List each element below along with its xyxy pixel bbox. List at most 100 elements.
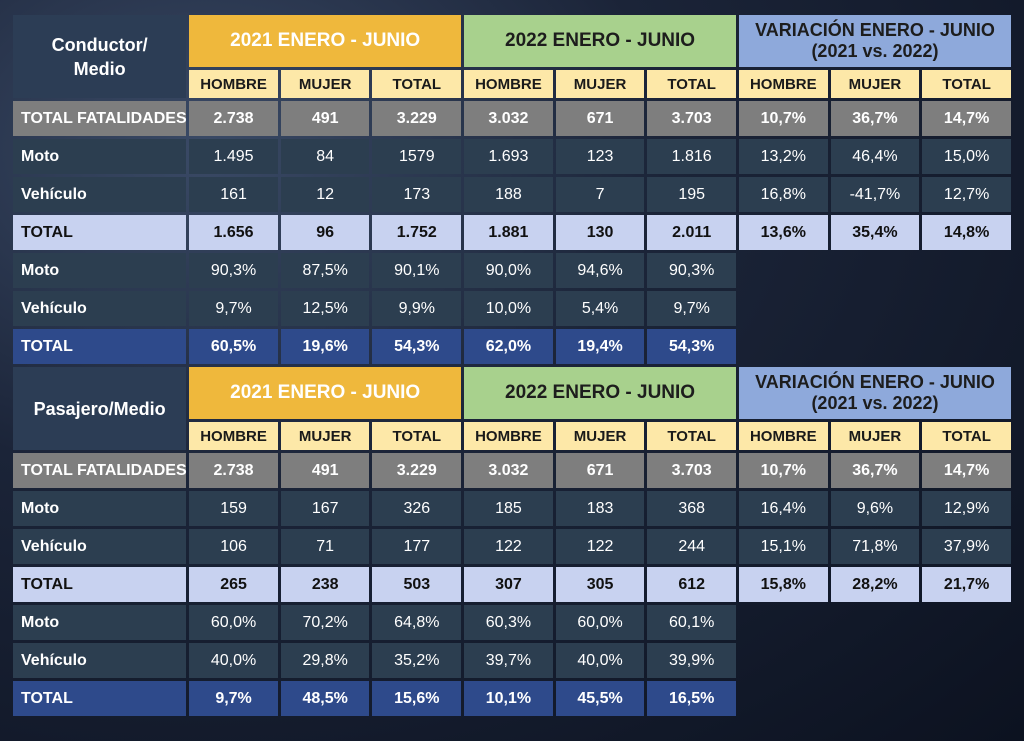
table-cell: 9,9% bbox=[372, 291, 462, 326]
group-2022-header: 2022 ENERO - JUNIO bbox=[464, 15, 736, 67]
table-cell: 122 bbox=[555, 529, 645, 564]
table-cell: 188 bbox=[464, 177, 553, 212]
table-cell: 16,8% bbox=[738, 177, 828, 212]
table-cell: 60,0% bbox=[189, 605, 278, 640]
empty-cell bbox=[831, 605, 920, 640]
table-cell: 130 bbox=[555, 215, 645, 250]
empty-cell bbox=[922, 291, 1011, 326]
group-variation-header: VARIACIÓN ENERO - JUNIO (2021 vs. 2022) bbox=[738, 15, 1011, 67]
table-cell: 35,2% bbox=[372, 643, 462, 678]
table-cell: 36,7% bbox=[830, 453, 920, 488]
row-label: TOTAL bbox=[13, 215, 187, 250]
table-cell: 60,3% bbox=[464, 605, 553, 640]
empty-cell bbox=[922, 681, 1011, 716]
table-cell: 16,4% bbox=[738, 491, 828, 526]
table-row: TOTAL FATALIDADES 2.738 491 3.229 3.032 671 3.… bbox=[13, 101, 1011, 136]
table-cell: 122 bbox=[464, 529, 553, 564]
table-cell: 14,8% bbox=[922, 215, 1011, 250]
table-cell: 123 bbox=[555, 139, 645, 174]
empty-cell bbox=[831, 681, 920, 716]
table-cell: 90,0% bbox=[464, 253, 553, 288]
table-row: Vehículo 106 71 177 122 122 244 15,1% 71,8% 37,9% bbox=[13, 529, 1011, 564]
table-cell: 3.032 bbox=[464, 453, 553, 488]
table-cell: 29,8% bbox=[280, 643, 370, 678]
table-cell: 167 bbox=[280, 491, 370, 526]
table-cell: 3.229 bbox=[372, 101, 462, 136]
column-header: HOMBRE bbox=[738, 70, 828, 98]
table-cell: 326 bbox=[372, 491, 462, 526]
table-cell: 671 bbox=[555, 101, 645, 136]
table-cell: 1579 bbox=[372, 139, 462, 174]
table-cell: 84 bbox=[280, 139, 370, 174]
table-cell: 14,7% bbox=[922, 453, 1011, 488]
table-cell: 1.881 bbox=[464, 215, 553, 250]
table-cell: 305 bbox=[555, 567, 645, 602]
table-cell: 28,2% bbox=[830, 567, 920, 602]
table-cell: 183 bbox=[555, 491, 645, 526]
column-header: TOTAL bbox=[372, 422, 462, 450]
table-cell: 177 bbox=[372, 529, 462, 564]
section-subheader-row: HOMBRE MUJER TOTAL HOMBRE MUJER TOTAL HOMBRE MU… bbox=[13, 422, 1011, 450]
table-cell: 39,9% bbox=[647, 643, 736, 678]
table-cell: 10,0% bbox=[464, 291, 553, 326]
empty-cell bbox=[739, 643, 828, 678]
table-cell: 106 bbox=[189, 529, 278, 564]
section-header-row: Pasajero/Medio 2021 ENERO - JUNIO 2022 ENE… bbox=[13, 367, 1011, 450]
empty-cell bbox=[922, 253, 1011, 288]
table-cell: 70,2% bbox=[280, 605, 370, 640]
table-cell: 87,5% bbox=[280, 253, 370, 288]
table-cell: 90,1% bbox=[372, 253, 462, 288]
table-cell: 238 bbox=[280, 567, 370, 602]
table-cell: 60,5% bbox=[189, 329, 278, 364]
fatalities-table-container: Conductor/ Medio 2021 ENERO - JUNIO 2022 E… bbox=[10, 12, 1014, 719]
empty-cell bbox=[831, 253, 920, 288]
table-cell: 40,0% bbox=[189, 643, 278, 678]
table-cell: 2.738 bbox=[189, 453, 278, 488]
table-cell: 368 bbox=[647, 491, 736, 526]
table-cell: 491 bbox=[280, 101, 370, 136]
table-cell: 12 bbox=[280, 177, 370, 212]
table-row: TOTAL 9,7% 48,5% 15,6% 10,1% 45,5% 16,5% bbox=[13, 681, 1011, 716]
table-cell: 173 bbox=[372, 177, 462, 212]
row-label: Moto bbox=[13, 139, 187, 174]
table-cell: 45,5% bbox=[555, 681, 645, 716]
column-header: TOTAL bbox=[647, 70, 736, 98]
section-title: Pasajero/Medio bbox=[13, 367, 187, 450]
table-cell: 54,3% bbox=[647, 329, 736, 364]
empty-cell bbox=[739, 329, 828, 364]
table-cell: 19,4% bbox=[555, 329, 645, 364]
column-header: TOTAL bbox=[647, 422, 736, 450]
group-2022-header: 2022 ENERO - JUNIO bbox=[464, 367, 736, 419]
column-header: MUJER bbox=[830, 422, 920, 450]
table-cell: 185 bbox=[464, 491, 553, 526]
table-cell: 1.752 bbox=[372, 215, 462, 250]
row-label: TOTAL bbox=[13, 681, 187, 716]
row-label: Vehículo bbox=[13, 177, 187, 212]
fatalities-table: Conductor/ Medio 2021 ENERO - JUNIO 2022 E… bbox=[10, 12, 1014, 719]
table-cell: 307 bbox=[464, 567, 553, 602]
row-label: TOTAL bbox=[13, 567, 187, 602]
row-label: Vehículo bbox=[13, 529, 187, 564]
column-header: MUJER bbox=[830, 70, 920, 98]
table-row: TOTAL 1.656 96 1.752 1.881 130 2.011 13,6% 35,4%… bbox=[13, 215, 1011, 250]
table-row: TOTAL 265 238 503 307 305 612 15,8% 28,2% 21,7% bbox=[13, 567, 1011, 602]
table-cell: 2.738 bbox=[189, 101, 278, 136]
row-label: TOTAL FATALIDADES bbox=[13, 453, 187, 488]
table-cell: 21,7% bbox=[922, 567, 1011, 602]
table-cell: 195 bbox=[647, 177, 736, 212]
table-cell: 37,9% bbox=[922, 529, 1011, 564]
table-row: Moto 90,3% 87,5% 90,1% 90,0% 94,6% 90,3% bbox=[13, 253, 1011, 288]
table-cell: 90,3% bbox=[647, 253, 736, 288]
table-cell: 13,2% bbox=[738, 139, 828, 174]
table-cell: 9,7% bbox=[647, 291, 736, 326]
table-cell: 60,0% bbox=[555, 605, 645, 640]
table-cell: 161 bbox=[189, 177, 278, 212]
row-label: TOTAL bbox=[13, 329, 187, 364]
table-body: Conductor/ Medio 2021 ENERO - JUNIO 2022 E… bbox=[13, 15, 1011, 716]
table-cell: 15,1% bbox=[738, 529, 828, 564]
row-label: Vehículo bbox=[13, 643, 187, 678]
table-cell: 10,1% bbox=[464, 681, 553, 716]
table-cell: 3.703 bbox=[647, 101, 736, 136]
table-cell: 94,6% bbox=[555, 253, 645, 288]
table-row: TOTAL FATALIDADES 2.738 491 3.229 3.032 671 3.… bbox=[13, 453, 1011, 488]
